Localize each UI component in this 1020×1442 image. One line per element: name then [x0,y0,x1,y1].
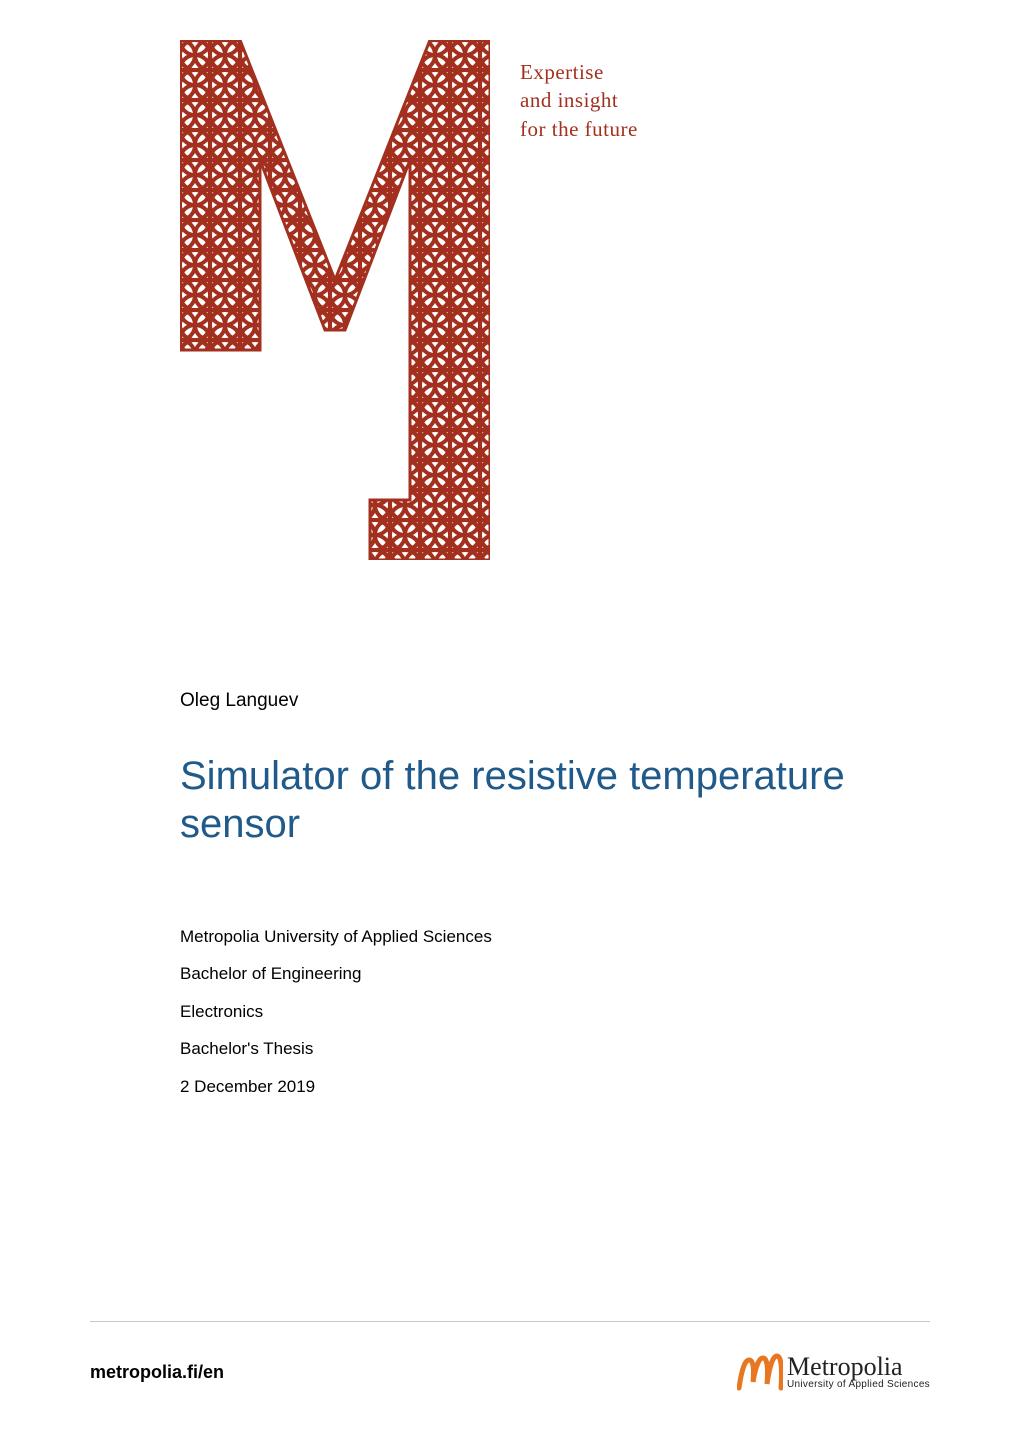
footer-rule [90,1321,930,1322]
footer-logo-text: Metropolia University of Applied Science… [787,1354,930,1390]
thesis-cover-page: Expertise and insight for the future Ole… [0,0,1020,1442]
tagline-line-1: Expertise [520,58,638,86]
page-footer: metropolia.fi/en Metropolia University o… [90,1321,930,1392]
footer-logo-name: Metropolia [787,1354,930,1380]
metropolia-footer-logo: Metropolia University of Applied Science… [737,1352,930,1392]
metropolia-m-logo [180,40,490,560]
meta-date: 2 December 2019 [180,1068,930,1105]
meta-institution: Metropolia University of Applied Science… [180,918,930,955]
tagline-line-3: for the future [520,115,638,143]
tagline: Expertise and insight for the future [520,58,638,143]
footer-url: metropolia.fi/en [90,1362,224,1383]
footer-row: metropolia.fi/en Metropolia University o… [90,1352,930,1392]
meta-degree: Bachelor of Engineering [180,955,930,992]
meta-doc-type: Bachelor's Thesis [180,1030,930,1067]
tagline-line-2: and insight [520,86,638,114]
content-block: Oleg Languev Simulator of the resistive … [180,690,930,1105]
footer-logo-sub: University of Applied Sciences [787,1380,930,1390]
metropolia-mark-icon [737,1352,783,1392]
author-name: Oleg Languev [180,690,930,712]
meta-program: Electronics [180,993,930,1030]
thesis-title: Simulator of the resistive temperature s… [180,752,930,848]
meta-list: Metropolia University of Applied Science… [180,918,930,1105]
header-row: Expertise and insight for the future [180,40,930,560]
